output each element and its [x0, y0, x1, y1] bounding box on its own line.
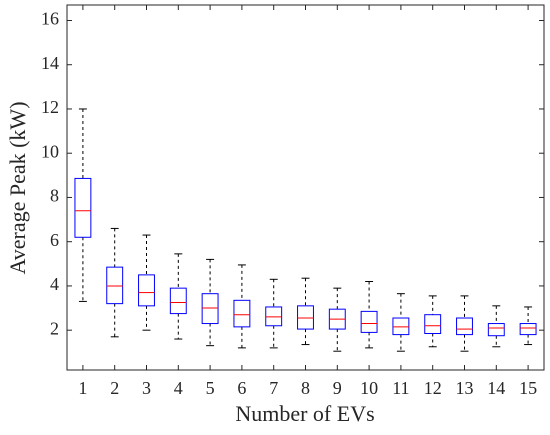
y-tick-label: 16 — [41, 9, 59, 29]
box — [424, 314, 442, 334]
box — [360, 310, 378, 333]
x-tick-label: 14 — [487, 378, 505, 398]
x-tick-label: 9 — [333, 378, 342, 398]
y-tick-label: 8 — [50, 186, 59, 206]
box — [106, 266, 124, 305]
y-tick-label: 12 — [41, 97, 59, 117]
x-tick-label: 4 — [174, 378, 183, 398]
box — [265, 306, 283, 327]
box — [519, 323, 537, 336]
x-tick-label: 5 — [206, 378, 215, 398]
y-tick-label: 10 — [41, 141, 59, 161]
x-tick-label: 3 — [142, 378, 151, 398]
y-axis-label: Average Peak (kW) — [5, 101, 30, 274]
box — [392, 317, 410, 336]
box — [138, 274, 155, 307]
box — [487, 323, 505, 337]
x-tick-label: 15 — [519, 378, 537, 398]
box — [201, 293, 219, 325]
box — [233, 299, 251, 328]
y-tick-label: 2 — [50, 318, 59, 338]
x-tick-label: 10 — [360, 378, 378, 398]
y-tick-label: 6 — [50, 230, 59, 250]
x-tick-label: 6 — [237, 378, 246, 398]
plot-frame — [66, 4, 545, 371]
x-tick-label: 1 — [78, 378, 87, 398]
box — [74, 177, 92, 238]
box — [169, 287, 187, 315]
y-tick-label: 4 — [50, 274, 59, 294]
y-tick-label: 14 — [41, 53, 59, 73]
x-tick-label: 11 — [392, 378, 409, 398]
x-tick-label: 13 — [456, 378, 474, 398]
x-tick-label: 12 — [424, 378, 442, 398]
x-axis-label: Number of EVs — [235, 401, 374, 426]
box — [456, 317, 473, 336]
x-tick-label: 7 — [269, 378, 278, 398]
x-tick-label: 2 — [110, 378, 119, 398]
x-tick-label: 8 — [301, 378, 310, 398]
box — [297, 305, 314, 330]
